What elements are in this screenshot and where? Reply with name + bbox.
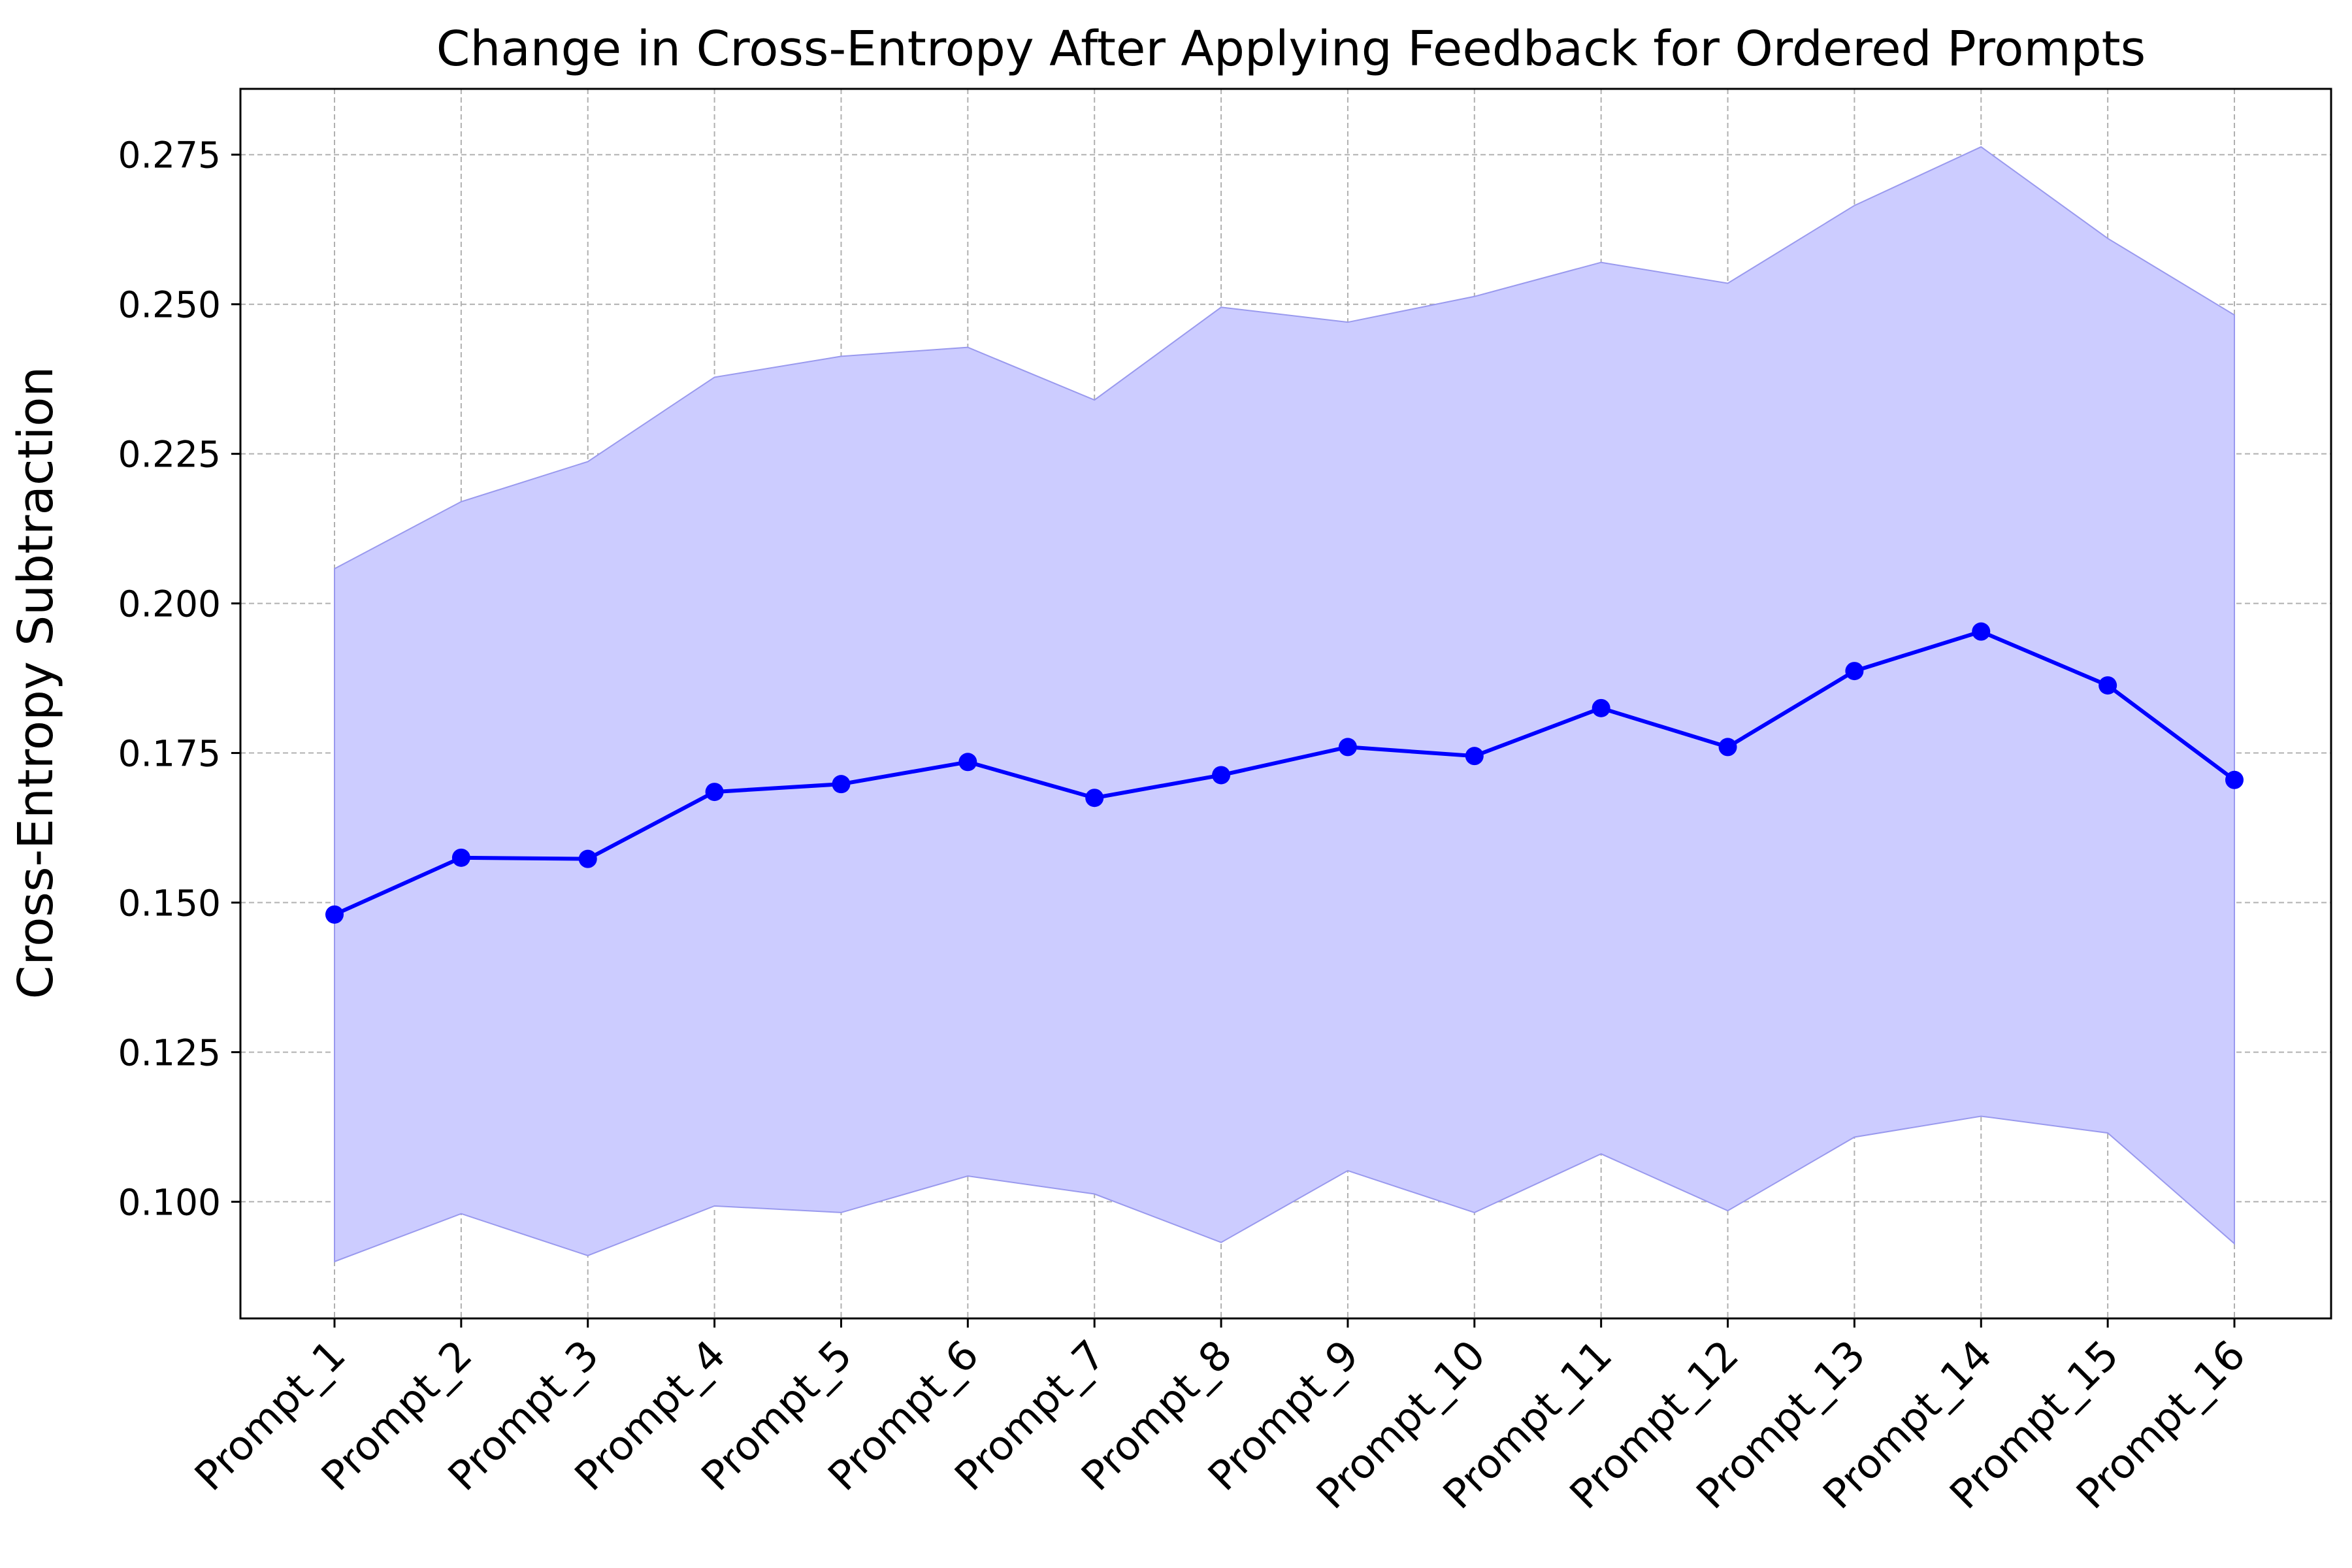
data-point (1085, 789, 1104, 808)
y-tick-label: 0.250 (118, 284, 221, 326)
data-point (1718, 738, 1737, 757)
y-tick-label: 0.125 (118, 1032, 221, 1073)
data-point (1465, 747, 1484, 766)
data-point (578, 849, 597, 868)
data-point (1338, 738, 1357, 757)
chart-title: Change in Cross-Entropy After Applying F… (436, 21, 2146, 77)
y-tick-label: 0.275 (118, 135, 221, 176)
data-point (1972, 622, 1991, 641)
data-point (1212, 766, 1231, 785)
data-point (2099, 676, 2117, 695)
y-tick-label: 0.100 (118, 1181, 221, 1223)
y-tick-label: 0.175 (118, 733, 221, 775)
y-axis-label: Cross-Entropy Subtraction (8, 367, 64, 1000)
x-tick-layer: Prompt_1Prompt_2Prompt_3Prompt_4Prompt_5… (186, 1318, 2255, 1518)
data-point (1592, 698, 1610, 717)
plot-frame (239, 88, 2332, 1320)
series-line (333, 629, 2236, 917)
confidence-band (334, 146, 2235, 1263)
data-point (705, 783, 724, 802)
data-point (325, 905, 344, 924)
data-point (832, 775, 851, 794)
point-layer (325, 622, 2244, 924)
data-point (1845, 662, 1864, 681)
y-tick-label: 0.150 (118, 883, 221, 924)
y-tick-label: 0.200 (118, 583, 221, 625)
data-point (451, 848, 470, 867)
data-point (958, 753, 977, 772)
data-point (2225, 770, 2244, 789)
line-layer (333, 629, 2236, 917)
y-tick-layer: 0.100 0.125 0.150 0.175 0.200 0.225 0.250 0.275 (118, 135, 240, 1223)
band-layer (334, 146, 2235, 1263)
y-tick-label: 0.225 (118, 434, 221, 476)
